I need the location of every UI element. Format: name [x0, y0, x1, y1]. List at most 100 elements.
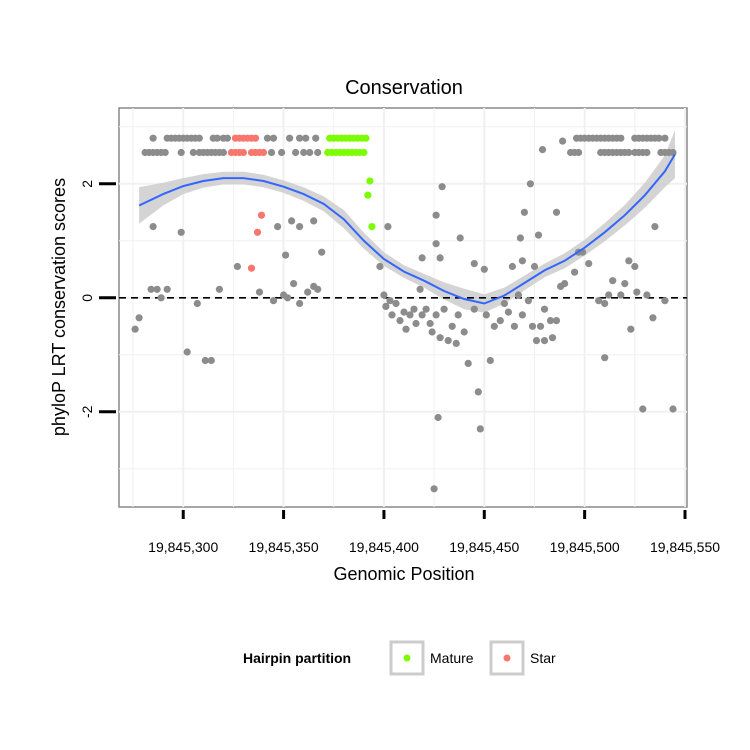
point-other [255, 288, 264, 296]
point-other [524, 297, 533, 305]
point-other [585, 260, 593, 268]
point-other [302, 134, 310, 142]
point-other [318, 248, 326, 256]
point-other [422, 305, 430, 313]
legend-label-mature: Mature [430, 650, 474, 666]
confidence-ribbon [139, 130, 676, 313]
point-other [500, 299, 508, 308]
point-other [639, 405, 647, 413]
point-other [434, 413, 442, 422]
point-other [510, 322, 518, 330]
point-other [448, 322, 456, 330]
point-other [552, 317, 561, 325]
chart-title: Conservation [345, 77, 463, 99]
point-other [269, 134, 278, 142]
x-tick-label: 19,845,450 [449, 539, 519, 555]
point-other [426, 319, 434, 328]
point-other [314, 285, 322, 293]
point-other [432, 311, 440, 319]
point-other [189, 148, 197, 157]
point-other [514, 291, 523, 299]
point-other [496, 317, 504, 325]
point-other [314, 148, 322, 157]
point-other [402, 325, 410, 333]
point-other [153, 285, 161, 293]
point-other [233, 262, 241, 271]
confidence-ribbon-group [139, 130, 676, 313]
point-other [278, 148, 286, 157]
point-other [601, 299, 609, 308]
point-mature [360, 148, 368, 157]
x-axis-title: Genomic Position [333, 564, 474, 584]
point-other [575, 148, 583, 157]
point-other [440, 305, 448, 313]
point-other [661, 134, 669, 142]
point-other [135, 314, 143, 322]
point-other [376, 262, 384, 271]
point-other [625, 148, 633, 157]
point-other [131, 325, 139, 333]
point-other [406, 311, 414, 319]
point-other [518, 311, 527, 319]
point-other [643, 148, 651, 157]
x-tick-label: 19,845,400 [349, 539, 419, 555]
point-other [380, 291, 388, 299]
point-other [306, 148, 314, 157]
point-other [382, 302, 390, 310]
point-mature [362, 134, 370, 142]
point-other [396, 317, 404, 325]
point-other [532, 337, 541, 345]
point-other [460, 328, 468, 336]
data-points [131, 134, 677, 493]
point-other [286, 134, 294, 142]
point-other [454, 311, 462, 319]
legend-item-star: Star [489, 640, 556, 676]
point-other [464, 359, 472, 367]
point-other [559, 137, 567, 145]
point-other [274, 223, 282, 231]
legend-dot-star [503, 654, 511, 662]
point-other [410, 305, 418, 313]
point-other [561, 280, 569, 288]
point-other [474, 388, 482, 396]
point-other [400, 308, 408, 316]
point-other [296, 134, 304, 142]
point-other [486, 356, 494, 365]
point-other [552, 208, 561, 216]
point-other [571, 268, 579, 276]
point-other [300, 148, 308, 157]
point-other [546, 317, 555, 325]
x-tick-label: 19,845,500 [550, 539, 620, 555]
point-other [518, 257, 527, 265]
point-star [253, 228, 262, 236]
point-other [177, 148, 185, 157]
point-other [290, 280, 298, 288]
point-other [267, 148, 276, 157]
legend-item-mature: Mature [389, 640, 474, 676]
point-other [436, 254, 444, 262]
point-star [247, 264, 256, 272]
point-other [444, 337, 452, 345]
point-other [436, 334, 444, 342]
point-other [163, 285, 171, 293]
point-other [528, 322, 537, 330]
point-other [149, 134, 157, 142]
point-other [412, 319, 420, 328]
point-other [269, 297, 278, 305]
point-other [540, 337, 549, 345]
point-other [504, 308, 512, 316]
point-other [418, 254, 426, 262]
point-mature [368, 223, 376, 231]
point-other [157, 294, 165, 302]
point-other [456, 234, 464, 242]
point-other [288, 217, 296, 225]
point-other [480, 265, 488, 273]
point-other [149, 223, 157, 231]
legend-label-star: Star [530, 650, 556, 666]
point-other [482, 311, 490, 319]
point-other [534, 231, 543, 239]
point-other [304, 288, 312, 296]
legend-dot-mature [403, 654, 411, 662]
point-other [516, 234, 525, 242]
point-star [251, 134, 260, 142]
